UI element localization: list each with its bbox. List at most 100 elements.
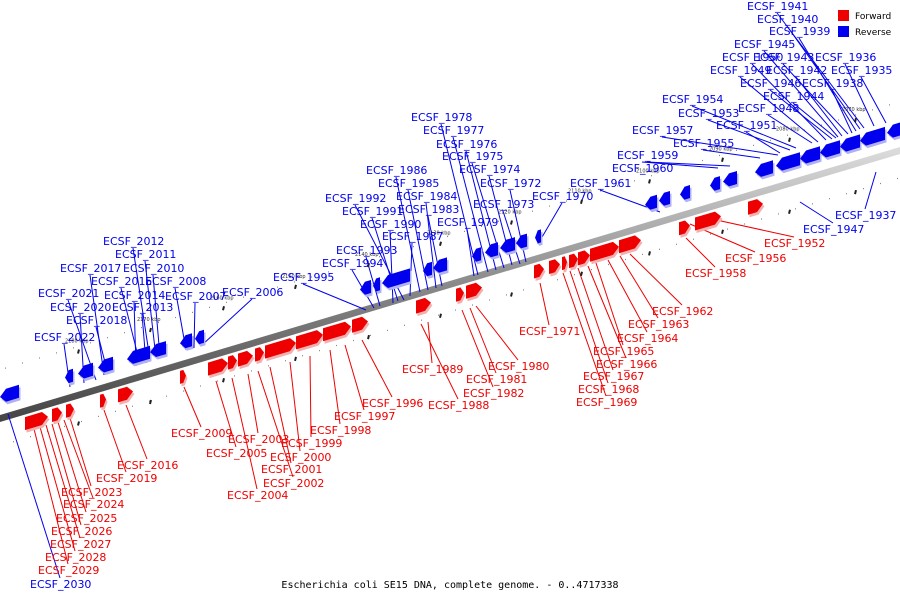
forward-gene-label: ECSF_1969 — [576, 396, 637, 409]
forward-leader-line — [269, 366, 292, 464]
minor-dot — [183, 390, 184, 392]
reverse-leader-line — [767, 114, 813, 144]
reverse-gene-label: ECSF_1949 — [710, 64, 771, 77]
minor-dot — [472, 304, 473, 306]
reverse-gene — [860, 126, 887, 149]
tick-label: 2080 kbp — [776, 127, 800, 133]
reverse-leader-line — [831, 89, 853, 134]
reverse-gene — [500, 237, 517, 256]
reverse-gene-label: ECSF_1990 — [360, 218, 421, 231]
forward-gene-label: ECSF_1989 — [402, 363, 463, 376]
reverse-leader-line — [440, 123, 479, 276]
minor-dot — [404, 324, 405, 326]
reverse-gene — [820, 140, 842, 160]
gene-body — [562, 256, 567, 271]
minor-dot — [727, 228, 728, 230]
minor-dot — [175, 316, 176, 319]
reverse-gene-label: ECSF_1973 — [473, 198, 534, 211]
minor-dot — [710, 233, 711, 235]
reverse-gene — [98, 356, 115, 375]
gene-body — [238, 350, 253, 367]
gene-body — [695, 211, 721, 231]
minor-dot — [64, 425, 65, 428]
reverse-gene — [0, 384, 21, 405]
gene-body — [472, 247, 481, 262]
forward-gene-label: ECSF_2002 — [263, 477, 324, 490]
forward-gene — [25, 412, 50, 433]
forward-gene-label: ECSF_2003 — [228, 433, 289, 446]
minor-dot — [421, 319, 422, 321]
minor-dot — [81, 420, 82, 423]
minor-dot — [217, 380, 218, 382]
minor-dot — [438, 314, 439, 316]
minor-dot — [200, 385, 201, 387]
reverse-gene — [433, 257, 449, 276]
gene-body — [466, 282, 482, 299]
reverse-gene-label: ECSF_1947 — [803, 223, 864, 236]
reverse-gene-label: ECSF_1993 — [336, 244, 397, 257]
reverse-gene-label: ECSF_1944 — [763, 90, 824, 103]
reverse-leader-line — [646, 161, 731, 167]
tick-label: 2120 kbp — [498, 210, 522, 216]
minor-dot — [795, 208, 796, 210]
minor-dot — [311, 276, 312, 278]
minor-dot — [566, 200, 567, 202]
minor-dot — [226, 301, 227, 303]
minor-dot — [557, 279, 558, 281]
minor-dot — [889, 104, 890, 106]
forward-gene — [569, 253, 580, 271]
forward-leader-line — [257, 370, 294, 478]
reverse-leader-line — [745, 131, 781, 154]
minor-dot — [107, 337, 108, 339]
gene-body — [748, 199, 763, 215]
reverse-gene-label: ECSF_1941 — [747, 0, 808, 13]
reverse-gene-label: ECSF_1959 — [617, 149, 678, 162]
reverse-gene — [180, 333, 194, 351]
gene-body — [423, 261, 432, 277]
reverse-gene-label: ECSF_1974 — [459, 163, 520, 176]
reverse-gene-label: ECSF_2022 — [34, 331, 95, 344]
forward-leader-line — [39, 426, 76, 552]
minor-dot — [319, 350, 320, 352]
reverse-gene-label: ECSF_1961 — [570, 177, 631, 190]
reverse-gene-label: ECSF_1977 — [423, 124, 484, 137]
minor-dot — [243, 296, 244, 298]
gene-body — [150, 341, 166, 357]
minor-dot — [353, 339, 354, 342]
gene-body — [500, 237, 515, 253]
gene-body — [228, 355, 237, 370]
minor-dot — [753, 144, 754, 146]
minor-dot — [693, 238, 694, 240]
forward-leader-line — [607, 259, 648, 333]
minor-dot — [413, 246, 414, 248]
forward-gene-label: ECSF_2029 — [38, 564, 99, 577]
minor-dot — [158, 321, 159, 324]
minor-dot — [39, 357, 40, 359]
forward-leader-line — [103, 409, 127, 473]
reverse-leader-line — [702, 149, 761, 159]
forward-leader-line — [231, 377, 258, 490]
gene-body — [645, 194, 657, 210]
gene-body — [52, 407, 62, 422]
forward-gene — [118, 386, 135, 405]
reverse-leader-line — [799, 201, 834, 224]
reverse-gene-label: ECSF_2008 — [145, 275, 206, 288]
minor-dot — [455, 309, 456, 311]
map-caption: Escherichia coli SE15 DNA, complete geno… — [281, 580, 618, 591]
minor-dot — [855, 114, 856, 116]
major-tick-lower — [854, 189, 857, 195]
gene-body — [296, 330, 323, 350]
minor-dot — [702, 159, 703, 162]
reverse-leader-line — [502, 210, 521, 265]
minor-dot — [625, 258, 626, 261]
minor-dot — [251, 370, 252, 372]
reverse-gene-label: ECSF_2017 — [60, 262, 121, 275]
reverse-leader-line — [751, 63, 827, 141]
forward-leader-line — [587, 265, 627, 359]
reverse-gene-label: ECSF_2030 — [30, 578, 91, 591]
gene-body — [887, 122, 900, 138]
forward-gene-label: ECSF_1996 — [362, 397, 423, 410]
reverse-gene-label: ECSF_1970 — [532, 190, 593, 203]
forward-leader-line — [45, 424, 81, 539]
forward-gene-label: ECSF_2019 — [96, 472, 157, 485]
